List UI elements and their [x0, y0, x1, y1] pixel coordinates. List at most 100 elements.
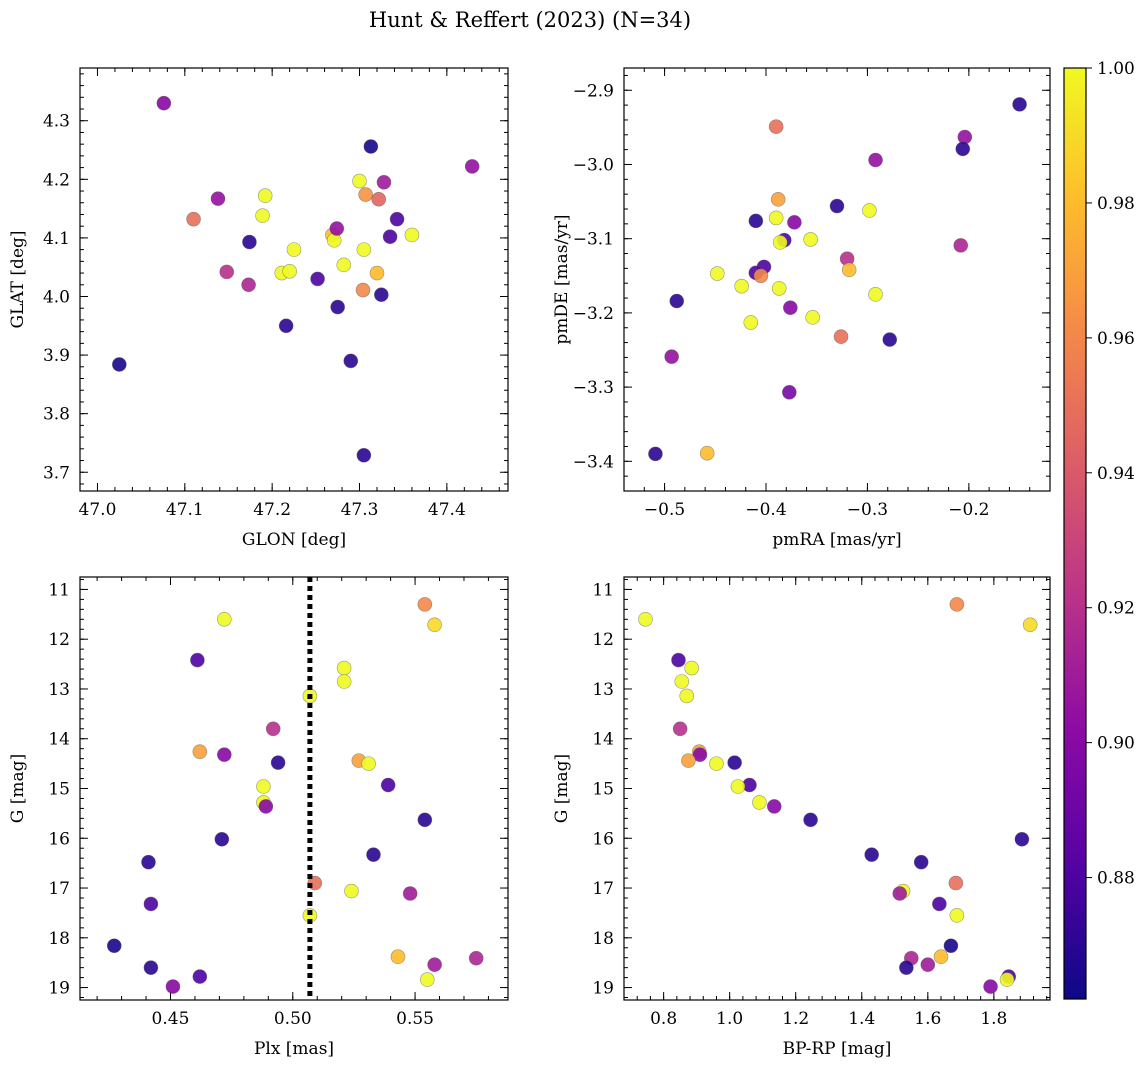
data-point — [374, 287, 389, 303]
data-point — [417, 597, 433, 612]
colorbar-tick-label: 0.96 — [1097, 329, 1135, 349]
data-point — [190, 652, 205, 668]
data-point — [727, 755, 742, 770]
y-axis-label: G [mag] — [552, 754, 572, 823]
x-tick-label: 1.8 — [980, 1009, 1007, 1029]
data-point — [427, 617, 442, 633]
y-tick-label: 17 — [48, 879, 70, 899]
data-point — [282, 263, 297, 279]
data-point — [699, 445, 715, 461]
y-tick-label: 11 — [592, 580, 614, 600]
x-axis-label: BP-RP [mag] — [783, 1039, 892, 1059]
data-point — [390, 949, 406, 965]
colorbar-tick-label: 0.98 — [1097, 194, 1135, 214]
data-point — [214, 831, 230, 847]
data-point — [358, 187, 373, 202]
panel-3: 0.45 0.50 0.55 11 12 13 14 15 16 17 18 19 Plx [mas] G… — [8, 576, 509, 1059]
y-tick-label: −3.1 — [573, 230, 614, 250]
colorbar-tick-label: 0.90 — [1097, 734, 1135, 754]
data-point — [681, 753, 696, 768]
data-point — [156, 95, 172, 111]
data-point — [464, 159, 480, 174]
data-point — [766, 799, 782, 814]
data-point — [805, 310, 820, 325]
data-point — [278, 318, 294, 334]
colorbar-frame — [1063, 67, 1087, 1000]
data-point — [219, 264, 235, 280]
data-point — [771, 281, 787, 296]
colorbar: 0.88 0.90 0.92 0.94 0.96 0.98 1.00 — [1063, 59, 1135, 1000]
data-point — [380, 777, 396, 793]
colorbar-tick-label: 0.94 — [1097, 464, 1135, 484]
x-tick-label: 0.8 — [650, 1009, 677, 1029]
data-point — [768, 119, 784, 134]
data-point — [112, 357, 127, 372]
data-point — [638, 611, 653, 627]
data-point — [192, 969, 208, 984]
x-tick-label: −0.3 — [847, 500, 888, 520]
data-point — [892, 886, 908, 901]
data-point — [143, 960, 159, 975]
y-tick-label: −3.2 — [573, 304, 614, 324]
y-tick-label: 15 — [48, 780, 70, 800]
data-point — [1014, 831, 1030, 847]
data-point — [1012, 97, 1027, 112]
y-tick-label: 4.0 — [43, 287, 70, 307]
panel-4: 0.8 1.0 1.2 1.4 1.6 1.8 11 12 13 14 15 16 17 18 19 BP-R… — [552, 576, 1051, 1059]
y-tick-label: 14 — [48, 730, 70, 750]
x-tick-label: 0.50 — [274, 1009, 312, 1029]
data-point — [1022, 617, 1038, 633]
y-tick-label: 12 — [592, 630, 614, 650]
data-point — [868, 287, 883, 302]
data-point — [330, 299, 345, 315]
data-point — [255, 208, 270, 223]
data-point — [186, 211, 201, 227]
y-tick-label: 17 — [592, 879, 614, 899]
data-point — [402, 886, 418, 901]
colorbar-tick-label: 0.88 — [1097, 869, 1135, 889]
x-tick-label: 1.0 — [716, 1009, 743, 1029]
x-tick-label: 47.3 — [341, 500, 379, 520]
x-tick-label: −0.5 — [644, 500, 685, 520]
y-tick-label: 19 — [48, 979, 70, 999]
y-tick-label: −3.0 — [573, 155, 614, 175]
data-point — [672, 721, 688, 737]
data-point — [753, 268, 769, 284]
axes-frame — [79, 67, 509, 492]
x-axis-label: pmRA [mas/yr] — [772, 530, 901, 550]
y-tick-label: 3.8 — [43, 405, 70, 425]
y-tick-label: −3.3 — [573, 378, 614, 398]
data-point — [833, 329, 849, 344]
data-point — [933, 949, 949, 965]
data-point — [949, 597, 965, 612]
y-tick-label: 16 — [592, 829, 614, 849]
data-point — [210, 191, 226, 206]
data-point — [382, 229, 398, 245]
data-point — [336, 674, 352, 689]
data-point — [684, 660, 699, 676]
data-point — [419, 972, 435, 987]
data-point — [955, 141, 971, 157]
data-point — [344, 883, 359, 899]
y-tick-label: 4.1 — [43, 229, 70, 249]
x-tick-label: −0.4 — [745, 500, 786, 520]
data-point — [768, 210, 784, 226]
x-tick-label: 1.4 — [848, 1009, 875, 1029]
axes-frame — [623, 67, 1051, 492]
axes-frame — [79, 576, 509, 1001]
data-point — [310, 271, 325, 287]
data-point — [829, 198, 845, 214]
data-point — [336, 660, 352, 676]
x-axis-label: Plx [mas] — [254, 1039, 334, 1059]
data-point — [752, 795, 767, 810]
y-tick-label: 11 — [48, 580, 70, 600]
data-point — [664, 349, 679, 364]
data-point — [241, 277, 256, 293]
data-point — [216, 747, 232, 762]
axes-frame — [623, 576, 1051, 1001]
data-point — [389, 211, 405, 227]
x-tick-label: 1.2 — [782, 1009, 809, 1029]
data-point — [648, 446, 663, 462]
x-tick-label: 1.6 — [914, 1009, 941, 1029]
